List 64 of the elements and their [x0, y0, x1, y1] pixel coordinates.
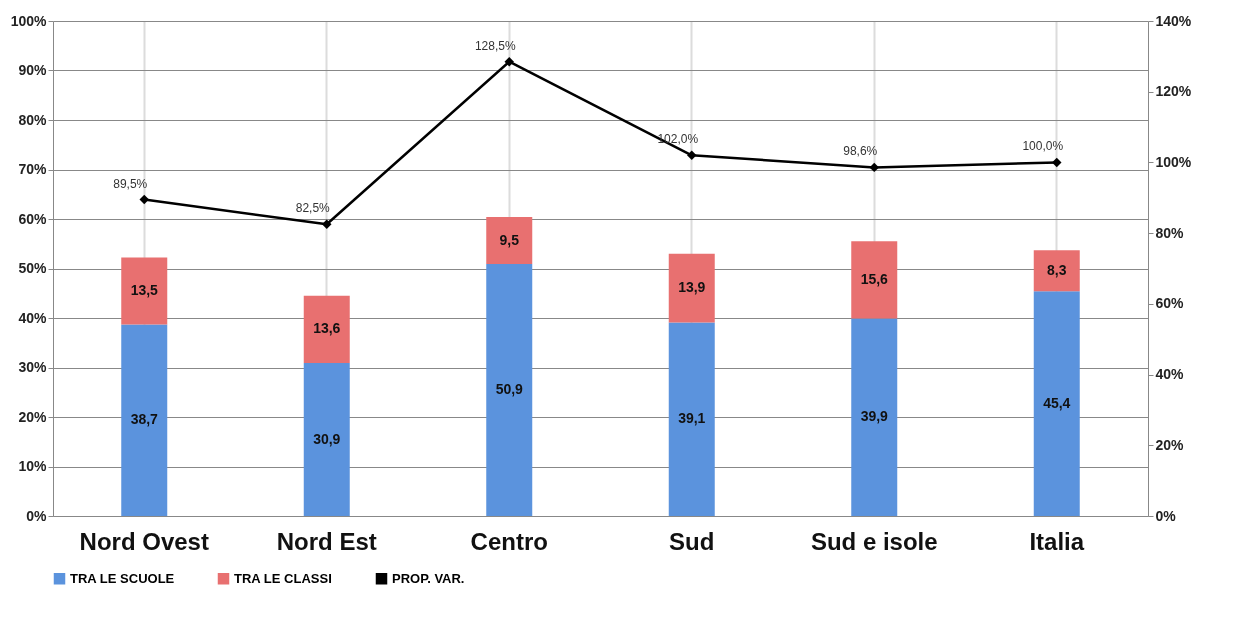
bar — [851, 241, 898, 319]
data-label: 39,9 — [860, 408, 889, 425]
legend-label: TRA LE SCUOLE — [70, 570, 175, 586]
y2-tick-label: 60% — [1155, 295, 1185, 312]
bar — [121, 324, 168, 516]
data-label: 13,9 — [678, 279, 706, 296]
x-tick-label: Sud — [669, 527, 715, 555]
y2-tick-label: 120% — [1155, 83, 1192, 100]
data-label: 100,0% — [1022, 139, 1064, 154]
bar — [851, 318, 898, 516]
x-tick-label: Sud e isole — [810, 527, 938, 555]
bar — [303, 363, 350, 516]
legend-label: TRA LE CLASSI — [234, 570, 332, 586]
bar — [1033, 250, 1080, 292]
bar — [303, 295, 350, 364]
x-tick-label: Centro — [470, 527, 548, 555]
x-tick-label: Italia — [1029, 527, 1085, 555]
y-tick-label: 70% — [18, 161, 48, 177]
y-tick-label: 90% — [18, 62, 48, 78]
bar — [668, 253, 715, 323]
bar — [486, 217, 533, 265]
point — [1052, 157, 1062, 168]
data-label: 45,4 — [1043, 394, 1071, 411]
y2-tick-label: 0% — [1155, 507, 1177, 524]
y-tick-label: 80% — [18, 111, 48, 128]
y-tick-label: 50% — [18, 260, 48, 276]
y2-tick-label: 40% — [1155, 366, 1185, 383]
bar — [121, 257, 168, 325]
point — [687, 150, 697, 161]
y-tick-label: 10% — [18, 458, 48, 474]
x-tick-label: Nord Ovest — [79, 527, 209, 555]
data-label: 9,5 — [499, 231, 520, 248]
x-tick-label: Nord Est — [276, 527, 377, 555]
y-tick-label: 60% — [18, 210, 48, 227]
data-label: 15,6 — [860, 270, 889, 287]
data-label: 8,3 — [1047, 261, 1067, 278]
y-tick-label: 100% — [10, 12, 48, 29]
y-tick-label: 40% — [18, 309, 48, 326]
data-label: 30,9 — [313, 430, 341, 447]
data-label: 102,0% — [657, 132, 699, 147]
bar — [1033, 291, 1080, 516]
data-label: 89,5% — [113, 176, 148, 191]
data-label: 39,1 — [678, 410, 706, 427]
y2-tick-label: 80% — [1155, 224, 1185, 241]
bar — [668, 322, 715, 516]
data-label: 38,7 — [130, 411, 159, 428]
bar — [486, 264, 533, 516]
data-label: 82,5% — [295, 201, 331, 216]
y2-tick-label: 100% — [1155, 153, 1192, 170]
point — [322, 219, 332, 230]
y2-tick-label: 20% — [1155, 436, 1185, 453]
data-label: 128,5% — [474, 38, 516, 53]
y2-tick-label: 140% — [1155, 12, 1192, 29]
point — [869, 162, 879, 173]
data-label: 13,5 — [130, 282, 159, 299]
data-label: 50,9 — [495, 381, 524, 398]
y-tick-label: 20% — [18, 408, 48, 425]
data-label: 98,6% — [843, 144, 878, 159]
point — [504, 56, 514, 67]
legend-label: PROP. VAR. — [392, 570, 465, 586]
data-label: 13,6 — [313, 320, 341, 337]
y-tick-label: 0% — [26, 507, 48, 524]
y-tick-label: 30% — [18, 359, 48, 375]
point — [139, 194, 149, 205]
